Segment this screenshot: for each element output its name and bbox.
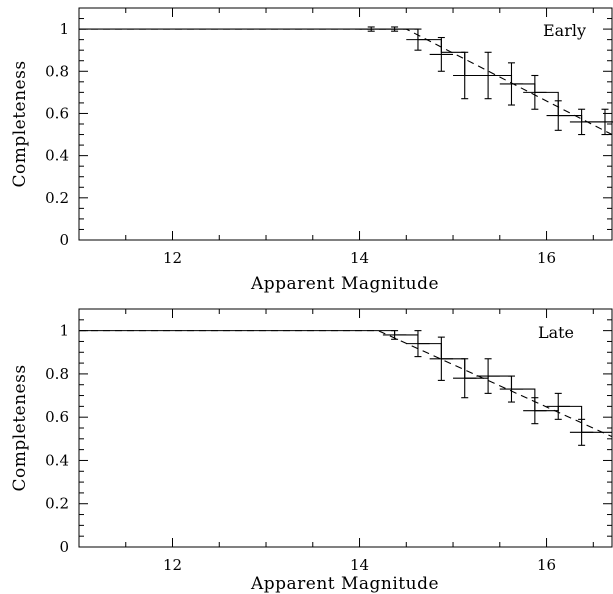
error-bar bbox=[476, 358, 500, 394]
x-tick-label: 14 bbox=[350, 249, 369, 267]
tick-marks bbox=[78, 7, 612, 241]
error-bar bbox=[453, 51, 477, 100]
plot-frame bbox=[78, 308, 613, 548]
y-tick-label: 0.8 bbox=[45, 365, 69, 383]
error-bar bbox=[476, 51, 500, 100]
error-bar bbox=[429, 36, 454, 72]
error-bar bbox=[499, 375, 524, 403]
error-bar bbox=[569, 108, 594, 136]
error-bar bbox=[429, 336, 454, 381]
x-tick-label: 14 bbox=[350, 556, 369, 574]
y-tick-label: 0.2 bbox=[45, 495, 69, 513]
panel-annotation: Late bbox=[538, 323, 574, 342]
x-tick-label: 16 bbox=[537, 556, 556, 574]
x-tick-label: 12 bbox=[163, 556, 182, 574]
model-dashed-line bbox=[79, 28, 613, 136]
error-bar bbox=[499, 62, 524, 106]
error-bar bbox=[453, 358, 477, 399]
y-tick-label: 0 bbox=[59, 231, 69, 249]
error-bar bbox=[569, 418, 594, 446]
model-dashed-line bbox=[79, 330, 613, 438]
panel-late: 12 14 16 0 0.2 0.4 0.6 0.8 1 Late Appare… bbox=[10, 308, 613, 594]
error-bar bbox=[523, 74, 547, 110]
y-tick-labels: 0 0.2 0.4 0.6 0.8 1 bbox=[45, 20, 69, 249]
error-bar bbox=[546, 100, 570, 131]
panel-early: 12 14 16 0 0.2 0.4 0.6 0.8 1 Early Appar… bbox=[10, 7, 613, 294]
x-tick-label: 16 bbox=[537, 249, 556, 267]
error-bar bbox=[406, 330, 430, 358]
y-tick-label: 1 bbox=[59, 322, 69, 340]
y-tick-label: 1 bbox=[59, 20, 69, 38]
y-tick-label: 0.4 bbox=[45, 451, 69, 469]
x-tick-label: 12 bbox=[163, 249, 182, 267]
y-tick-label: 0.6 bbox=[45, 104, 69, 122]
y-tick-label: 0.4 bbox=[45, 147, 69, 165]
data-series bbox=[79, 26, 613, 136]
panel-annotation: Early bbox=[543, 21, 586, 40]
y-tick-label: 0.2 bbox=[45, 189, 69, 207]
error-bar bbox=[546, 392, 570, 420]
y-axis-label: Completeness bbox=[10, 60, 30, 187]
data-series bbox=[79, 330, 613, 446]
tick-marks bbox=[78, 308, 612, 548]
x-axis-label: Apparent Magnitude bbox=[250, 274, 439, 294]
x-tick-labels: 12 14 16 bbox=[163, 556, 556, 574]
x-axis-label: Apparent Magnitude bbox=[250, 574, 439, 594]
x-tick-labels: 12 14 16 bbox=[163, 249, 556, 267]
y-tick-label: 0 bbox=[59, 538, 69, 556]
y-tick-label: 0.6 bbox=[45, 408, 69, 426]
y-axis-label: Completeness bbox=[10, 364, 30, 491]
y-tick-label: 0.8 bbox=[45, 62, 69, 80]
plot-frame bbox=[78, 7, 613, 241]
y-tick-labels: 0 0.2 0.4 0.6 0.8 1 bbox=[45, 322, 69, 556]
completeness-step-line bbox=[79, 330, 612, 433]
